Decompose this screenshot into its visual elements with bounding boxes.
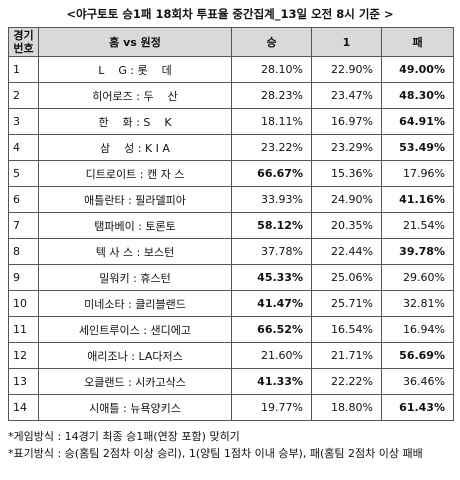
game-number: 11 [8, 316, 39, 343]
game-number: 3 [8, 108, 39, 135]
vote-rate: 21.54% [381, 212, 454, 239]
vote-rate: 25.06% [311, 264, 382, 291]
vote-rate: 22.90% [311, 56, 382, 83]
vote-rate: 28.10% [231, 56, 312, 83]
table-row: 2 히어로즈 : 두 산 28.23% 23.47% 48.30% [8, 82, 454, 109]
vote-rate: 36.46% [381, 368, 454, 395]
game-number: 2 [8, 82, 39, 109]
matchup: 시애틀 : 뉴욕양키스 [38, 394, 232, 421]
vote-rate: 33.93% [231, 186, 312, 213]
matchup: 한 화 : S K [38, 108, 232, 135]
matchup: 탬파베이 : 토론토 [38, 212, 232, 239]
matchup: L G : 롯 데 [38, 56, 232, 83]
vote-rate: 15.36% [311, 160, 382, 187]
matchup: 애리조나 : LA다저스 [38, 342, 232, 369]
matchup: 오클랜드 : 시카고삭스 [38, 368, 232, 395]
vote-rate: 23.47% [311, 82, 382, 109]
title: <야구토토 승1패 18회차 투표율 중간집계_13일 오전 8시 기준 > [66, 7, 394, 21]
game-number: 10 [8, 290, 39, 317]
vote-rate: 25.71% [311, 290, 382, 317]
vote-rate: 16.54% [311, 316, 382, 343]
matchup: 애틀란타 : 필라델피아 [38, 186, 232, 213]
game-number: 12 [8, 342, 39, 369]
matchup: 밀워키 : 휴스턴 [38, 264, 232, 291]
vote-rate: 18.11% [231, 108, 312, 135]
vote-rate: 19.77% [231, 394, 312, 421]
table-row: 5 디트로이트 : 캔 자 스 66.67% 15.36% 17.96% [8, 160, 454, 187]
game-number: 5 [8, 160, 39, 187]
vote-rate: 53.49% [381, 134, 454, 161]
table-row: 14 시애틀 : 뉴욕양키스 19.77% 18.80% 61.43% [8, 394, 454, 421]
vote-rate: 58.12% [231, 212, 312, 239]
vote-rate: 21.60% [231, 342, 312, 369]
vote-rate: 16.97% [311, 108, 382, 135]
vote-rate: 41.16% [381, 186, 454, 213]
vote-rate: 45.33% [231, 264, 312, 291]
table-row: 11 세인트루이스 : 샌디에고 66.52% 16.54% 16.94% [8, 316, 454, 343]
vote-rate: 21.71% [311, 342, 382, 369]
vote-rate: 66.67% [231, 160, 312, 187]
vote-rate: 16.94% [381, 316, 454, 343]
vote-rate: 64.91% [381, 108, 454, 135]
note: *표기방식 : 승(홈팀 2점차 이상 승리), 1(양팀 1점차 이내 승부)… [8, 447, 423, 460]
vote-rate: 61.43% [381, 394, 454, 421]
matchup: 세인트루이스 : 샌디에고 [38, 316, 232, 343]
game-number: 6 [8, 186, 39, 213]
game-number: 4 [8, 134, 39, 161]
game-number: 1 [8, 56, 39, 83]
vote-rate: 48.30% [381, 82, 454, 109]
table-row: 13 오클랜드 : 시카고삭스 41.33% 22.22% 36.46% [8, 368, 454, 395]
matchup: 히어로즈 : 두 산 [38, 82, 232, 109]
vote-rate: 41.33% [231, 368, 312, 395]
table-row: 7 탬파베이 : 토론토 58.12% 20.35% 21.54% [8, 212, 454, 239]
vote-rate: 23.29% [311, 134, 382, 161]
game-number: 7 [8, 212, 39, 239]
header-cell: 패 [381, 27, 454, 57]
table-row: 10 미네소타 : 클리블랜드 41.47% 25.71% 32.81% [8, 290, 454, 317]
vote-rate: 24.90% [311, 186, 382, 213]
vote-rate: 66.52% [231, 316, 312, 343]
vote-rate: 17.96% [381, 160, 454, 187]
table-row: 6 애틀란타 : 필라델피아 33.93% 24.90% 41.16% [8, 186, 454, 213]
vote-rate: 37.78% [231, 238, 312, 265]
game-number: 9 [8, 264, 39, 291]
vote-rate: 32.81% [381, 290, 454, 317]
game-number: 13 [8, 368, 39, 395]
header-cell: 홈 vs 원정 [38, 27, 232, 57]
vote-rate: 41.47% [231, 290, 312, 317]
vote-rate: 49.00% [381, 56, 454, 83]
vote-rate: 56.69% [381, 342, 454, 369]
header-cell: 경기 번호 [8, 27, 39, 57]
vote-rate: 20.35% [311, 212, 382, 239]
vote-rate: 18.80% [311, 394, 382, 421]
note: *게임방식 : 14경기 최종 승1패(연장 포함) 맞히기 [8, 430, 240, 443]
table-row: 9 밀워키 : 휴스턴 45.33% 25.06% 29.60% [8, 264, 454, 291]
header-row: 경기 번호 홈 vs 원정 승 1 패 [8, 27, 454, 57]
vote-rate: 22.44% [311, 238, 382, 265]
vote-rate: 39.78% [381, 238, 454, 265]
game-number: 14 [8, 394, 39, 421]
vote-rate: 23.22% [231, 134, 312, 161]
header-cell: 승 [231, 27, 312, 57]
vote-rate: 28.23% [231, 82, 312, 109]
notes: *게임방식 : 14경기 최종 승1패(연장 포함) 맞히기 *표기방식 : 승(… [8, 428, 453, 462]
table-row: 12 애리조나 : LA다저스 21.60% 21.71% 56.69% [8, 342, 454, 369]
vote-rate: 29.60% [381, 264, 454, 291]
header-cell: 1 [311, 27, 382, 57]
matchup: 삼 성 : K I A [38, 134, 232, 161]
matchup: 텍 사 스 : 보스턴 [38, 238, 232, 265]
matchup: 디트로이트 : 캔 자 스 [38, 160, 232, 187]
game-number: 8 [8, 238, 39, 265]
matchup: 미네소타 : 클리블랜드 [38, 290, 232, 317]
vote-rate: 22.22% [311, 368, 382, 395]
